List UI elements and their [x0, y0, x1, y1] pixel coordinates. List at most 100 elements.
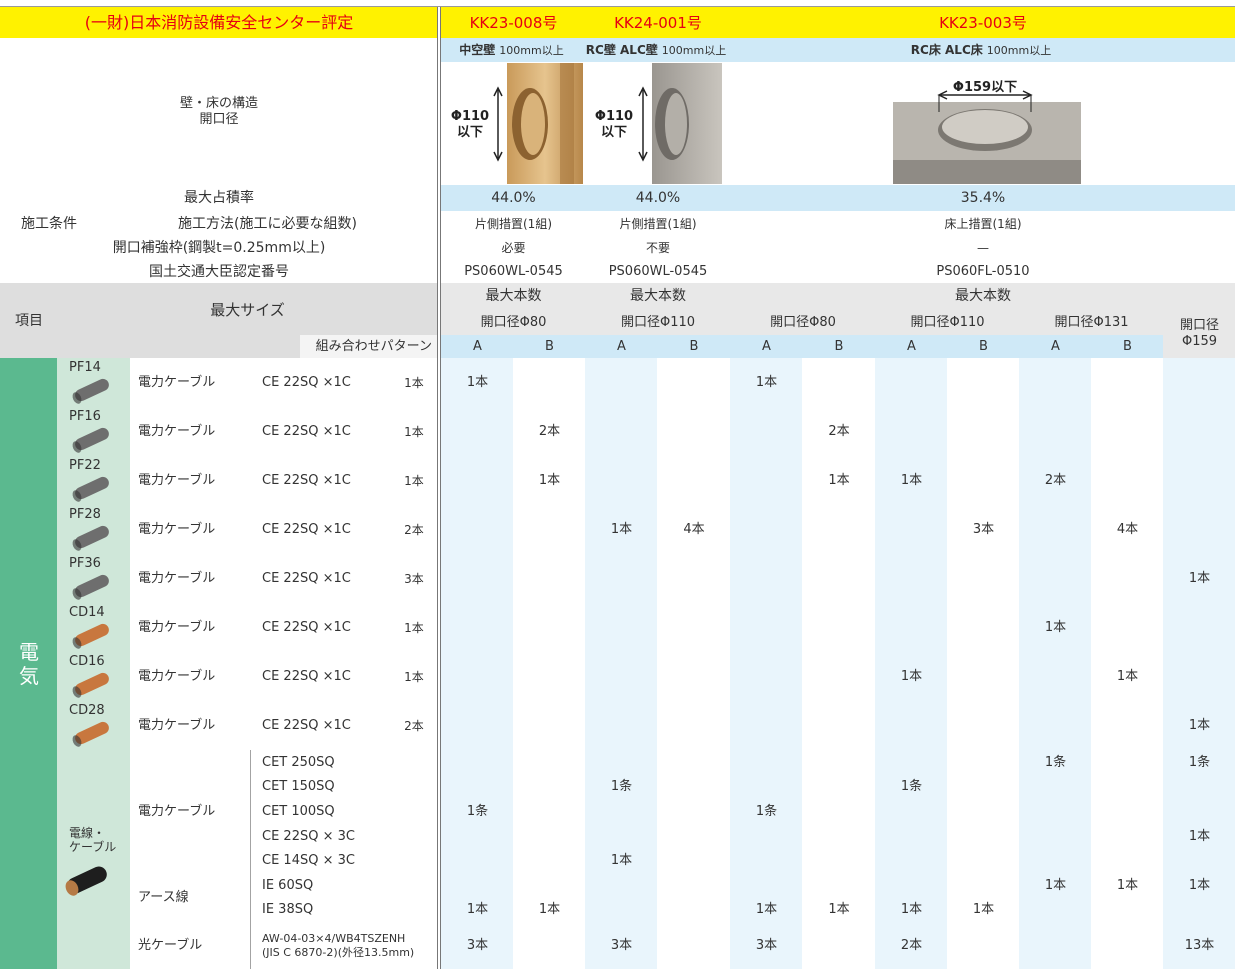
count-cell: 1本	[513, 897, 586, 922]
cell-text: 3本	[404, 571, 424, 586]
count-cell: 1条	[1163, 750, 1235, 775]
cell-text: 1本	[828, 473, 850, 489]
count-cell	[513, 824, 586, 849]
cell-text: (一財)日本消防設備安全センター評定	[84, 12, 354, 32]
cell-text: A	[473, 339, 482, 355]
opening-label: 開口径Φ131	[1019, 309, 1164, 336]
count-cell: 2本	[802, 407, 876, 457]
row-label: 施工方法(施工に必要な組数)	[97, 211, 438, 237]
cell-text: 1条	[610, 779, 633, 795]
count-cell: 1本	[441, 897, 514, 922]
cell-text: 電力ケーブル	[138, 804, 216, 820]
cell-text: B	[979, 339, 988, 355]
count-cell: 1条	[585, 774, 658, 800]
count-cell	[1091, 921, 1164, 969]
cell-text: 2本	[404, 718, 424, 733]
cable-spec: IE 60SQ	[250, 873, 438, 898]
count-cell	[1091, 358, 1164, 408]
cell-text: CE 22SQ ×1C	[262, 718, 351, 734]
pattern: A	[875, 335, 948, 359]
count-cell: 1本	[1091, 873, 1164, 898]
count-cell	[1091, 848, 1164, 874]
cell-text: 最大占積率	[184, 190, 254, 207]
cell-text: CE 22SQ ×1C	[262, 620, 351, 636]
header-blank	[57, 335, 301, 359]
count-cell	[1163, 799, 1235, 825]
count-cell: 1条	[875, 774, 948, 800]
count-cell	[730, 505, 803, 555]
count-cell	[513, 799, 586, 825]
count-cell: 1本	[1091, 652, 1164, 702]
count-cell	[513, 750, 586, 775]
count-cell	[947, 554, 1020, 604]
count-cell	[947, 921, 1020, 969]
count-cell	[1091, 407, 1164, 457]
structure-text: 100mm以上	[661, 43, 727, 57]
cell-text: 壁・床の構造	[179, 96, 258, 112]
cell-text: CE 22SQ ×1C	[262, 375, 351, 391]
cell-text: 4本	[683, 522, 705, 538]
count-cell: 1本	[441, 358, 514, 408]
count-cell	[513, 774, 586, 800]
cell-text: 片側措置(1組)	[475, 216, 552, 231]
row-label: 国土交通大臣認定番号	[0, 260, 438, 284]
cell-text: ケーブル	[69, 840, 117, 854]
count-cell: 3本	[441, 921, 514, 969]
count-cell	[947, 652, 1020, 702]
count-cell: 2本	[1019, 456, 1092, 506]
count-cell	[657, 358, 731, 408]
cell-text: 開口径	[1179, 318, 1219, 334]
count-cell	[585, 897, 658, 922]
frame: 不要	[585, 236, 731, 261]
cell-text: 1条	[1188, 754, 1211, 770]
cell-text: B	[689, 339, 699, 355]
count-cell	[657, 873, 731, 898]
max-count-label: 最大本数	[441, 283, 586, 310]
count-cell	[1019, 407, 1092, 457]
count-cell	[802, 603, 876, 653]
count-cell	[657, 799, 731, 825]
count-cell	[441, 505, 514, 555]
count-cell	[1019, 921, 1092, 969]
count-cell	[802, 652, 876, 702]
cell-text: 電力ケーブル	[138, 718, 216, 734]
cell-text: 最大本数	[955, 288, 1011, 305]
cell-text: 開口径Φ131	[1054, 314, 1129, 330]
count-cell	[1019, 897, 1092, 922]
cable-spec: CE 22SQ ×1C	[250, 407, 391, 457]
cell-text: 44.0%	[491, 190, 536, 207]
count-cell	[657, 921, 731, 969]
count-cell: 1条	[441, 799, 514, 825]
cell-text: Φ159	[1181, 334, 1218, 349]
cell-text: 施工条件	[21, 215, 77, 232]
count-cell: 1本	[1019, 873, 1092, 898]
cell-text: 3本	[466, 937, 489, 953]
cell-text: 3本	[972, 522, 995, 538]
cell-text: 1本	[610, 853, 633, 869]
count-cell	[875, 701, 948, 751]
cable-spec: CE 22SQ × 3C	[250, 824, 438, 849]
count-cell	[875, 848, 948, 874]
system-id: KK24-001号	[585, 6, 731, 39]
cell-text: 1本	[1188, 571, 1211, 587]
structure-text: 100mm以上	[986, 43, 1052, 57]
count-cell	[585, 456, 658, 506]
cable-spec: CET 100SQ	[250, 799, 438, 825]
structure-type: RC床 ALC床 100mm以上	[730, 38, 1235, 63]
cell-text: 1本	[1116, 669, 1139, 685]
count-cell	[513, 921, 586, 969]
row-label: 施工条件	[0, 211, 98, 237]
cell-text: CD14	[69, 605, 105, 620]
cable-type: 電力ケーブル	[130, 407, 251, 457]
conduit: CD14	[57, 603, 131, 653]
structure-text: 中空壁	[459, 43, 496, 58]
count-cell: 1本	[802, 897, 876, 922]
max-count-label: 最大本数	[730, 283, 1235, 310]
count-cell	[513, 358, 586, 408]
count-cell	[730, 873, 803, 898]
count-cell	[802, 873, 876, 898]
opening-label: 開口径Φ110	[585, 309, 731, 336]
count-cell	[657, 774, 731, 800]
approval-number: PS060FL-0510	[730, 260, 1235, 284]
